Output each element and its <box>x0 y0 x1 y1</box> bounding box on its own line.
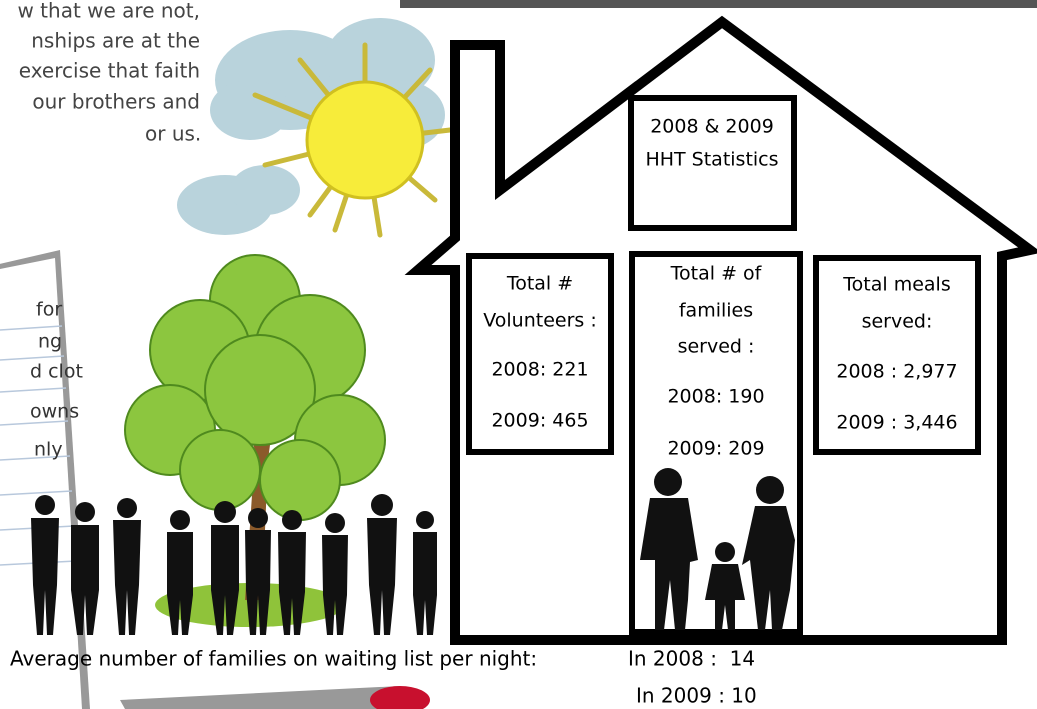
intro-line: w that we are not, <box>17 0 200 23</box>
note-line: d clot <box>30 361 83 383</box>
intro-line: our brothers and <box>32 90 200 114</box>
stat-line: 2009: 209 <box>667 438 764 460</box>
note-line: ng <box>38 331 62 353</box>
stat-line: 2009 : 3,446 <box>836 412 957 434</box>
stat-line: Total meals <box>842 274 950 296</box>
waiting-line: In 2008 : 14 <box>628 647 755 671</box>
people-queue <box>31 494 437 635</box>
waiting-line: In 2009 : 10 <box>636 684 757 708</box>
stat-line: Total # <box>506 273 573 295</box>
stat-line: served: <box>862 311 933 333</box>
stat-line: Total # of <box>670 263 763 285</box>
intro-line: nships are at the <box>31 29 200 53</box>
note-line: nly <box>34 439 63 461</box>
stat-line: Volunteers : <box>483 310 597 332</box>
waiting-label: Average number of families on waiting li… <box>10 647 537 671</box>
note-line: owns <box>30 401 79 423</box>
stat-line: 2008: 221 <box>491 359 588 381</box>
top-bar <box>400 0 1037 8</box>
paper-corner <box>120 686 405 709</box>
stat-line: families <box>679 300 753 322</box>
page: w that we are not, nships are at the exe… <box>0 0 1037 709</box>
stat-line: 2009: 465 <box>491 410 588 432</box>
intro-line: exercise that faith <box>19 59 200 83</box>
stat-line: 2008 : 2,977 <box>836 361 957 383</box>
intro-line: or us. <box>145 122 201 146</box>
stat-line: served : <box>678 336 755 358</box>
title-line: HHT Statistics <box>645 149 778 171</box>
title-line: 2008 & 2009 <box>650 116 774 138</box>
note-line: for <box>36 299 62 321</box>
stat-line: 2008: 190 <box>667 386 764 408</box>
